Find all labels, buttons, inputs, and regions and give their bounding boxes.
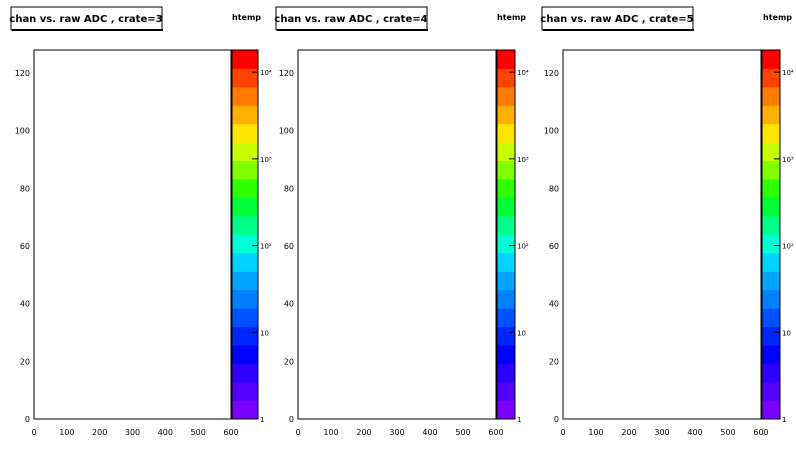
palette-swatch <box>232 327 258 346</box>
z-tick-label: 1 <box>260 416 264 424</box>
palette-swatch <box>232 124 258 143</box>
y-tick-label: 0 <box>25 415 30 424</box>
plot-title: chan vs. raw ADC , crate=4 <box>274 14 427 25</box>
y-tick-label: 80 <box>20 184 30 193</box>
x-tick-label: 600 <box>223 428 238 437</box>
palette-swatch <box>232 235 258 254</box>
palette-swatch <box>232 87 258 106</box>
palette-swatch <box>232 142 258 161</box>
palette-swatch <box>232 198 258 217</box>
x-tick-label: 300 <box>125 428 140 437</box>
z-tick-label: 10³ <box>260 156 272 164</box>
palette-swatch <box>232 401 258 420</box>
palette-swatch <box>232 364 258 383</box>
palette-swatch <box>232 216 258 235</box>
x-tick-label: 100 <box>59 428 74 437</box>
palette-swatch <box>232 50 258 69</box>
x-tick-label: 200 <box>92 428 107 437</box>
y-tick-label: 60 <box>20 242 30 251</box>
z-tick-label: 10 <box>260 329 269 337</box>
y-tick-label: 20 <box>20 357 30 366</box>
palette-swatch <box>232 290 258 309</box>
y-tick-label: 120 <box>15 69 30 78</box>
y-tick-label: 100 <box>15 127 30 136</box>
palette-swatch <box>232 345 258 364</box>
x-tick-label: 500 <box>191 428 206 437</box>
palette-swatch <box>232 179 258 198</box>
palette-swatch <box>232 253 258 272</box>
palette-swatch <box>232 308 258 327</box>
palette-swatch <box>232 68 258 87</box>
palette-swatch <box>232 271 258 290</box>
palette-swatch <box>232 105 258 124</box>
color-palette <box>232 50 258 419</box>
y-tick-label: 40 <box>20 300 30 309</box>
stats-label: htemp <box>232 13 261 22</box>
plot-title: chan vs. raw ADC , crate=3 <box>9 14 162 25</box>
x-tick-label: 400 <box>158 428 173 437</box>
z-tick-label: 10⁴ <box>260 69 272 77</box>
plot-frame <box>34 50 231 419</box>
palette-swatch <box>232 382 258 401</box>
stats-label: htemp <box>497 13 526 22</box>
z-tick-label: 10² <box>260 243 272 251</box>
title-box[interactable]: chan vs. raw ADC , crate=4 <box>274 7 428 31</box>
x-tick-label: 0 <box>31 428 36 437</box>
title-box[interactable]: chan vs. raw ADC , crate=3 <box>9 7 163 31</box>
palette-swatch <box>232 161 258 180</box>
